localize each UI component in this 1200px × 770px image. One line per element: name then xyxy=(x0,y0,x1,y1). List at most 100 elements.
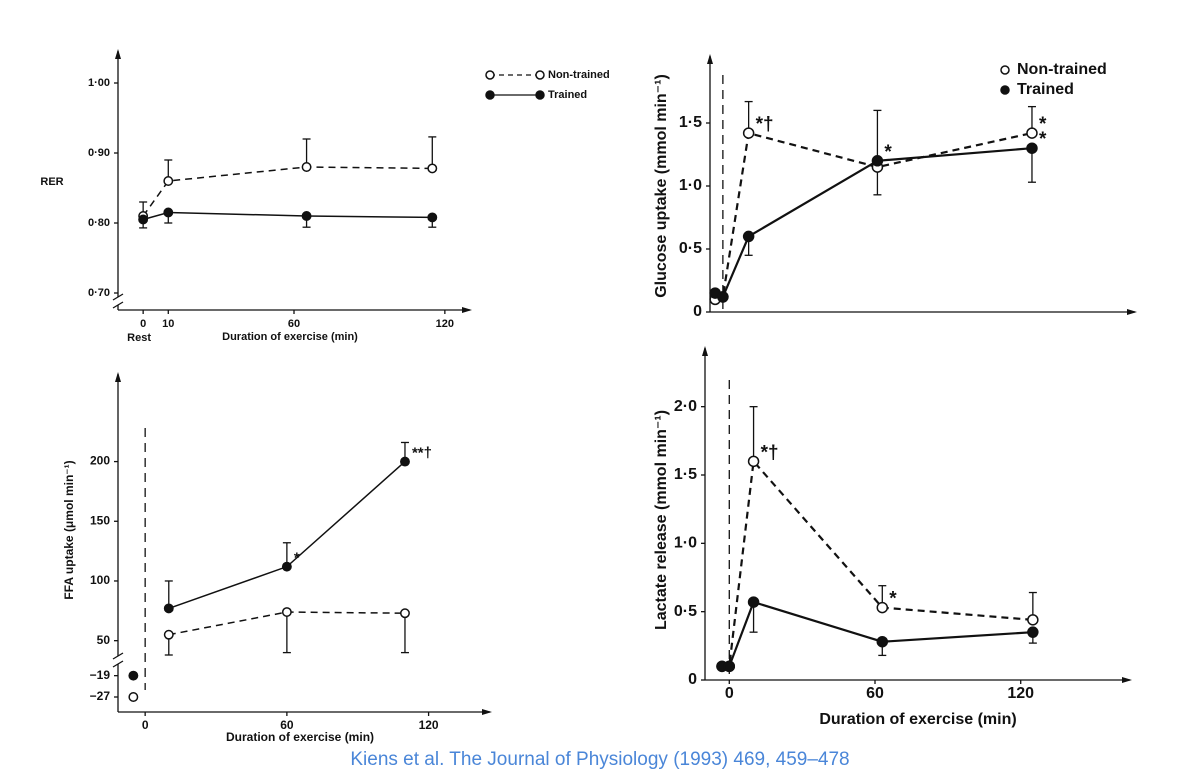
x-tick-label: 0 xyxy=(142,718,149,732)
y-axis-label: RER xyxy=(40,176,63,188)
y-tick-label: 1·5 xyxy=(679,114,702,131)
data-point xyxy=(301,211,312,221)
annotation: * xyxy=(1039,129,1047,150)
legend-marker xyxy=(535,70,545,80)
legend-marker xyxy=(1000,65,1010,75)
data-point xyxy=(138,214,149,225)
annotation: * xyxy=(884,142,892,163)
series-line xyxy=(142,211,433,221)
legend-marker xyxy=(535,90,545,100)
y-tick-label: 0 xyxy=(693,303,702,320)
data-point xyxy=(400,608,410,619)
panel: 50 100 150 200 −19 −27 0 60 120 Duration of exerc… xyxy=(62,372,492,744)
y-tick-label: 0·90 xyxy=(88,147,110,159)
data-point xyxy=(163,176,174,186)
x-tick-label: 60 xyxy=(288,318,300,330)
annotation: *† xyxy=(761,442,779,463)
data-point xyxy=(723,660,736,673)
y-tick-label: 0 xyxy=(688,671,697,688)
legend-label: Trained xyxy=(1017,81,1074,98)
y-tick-label: 1·5 xyxy=(674,466,697,483)
data-point xyxy=(427,212,438,223)
y-axis-label: FFA uptake (μmol min⁻¹) xyxy=(62,460,76,599)
data-point xyxy=(717,291,729,303)
x-axis-label: Duration of exercise (min) xyxy=(222,331,358,343)
data-point xyxy=(742,127,755,139)
data-point xyxy=(281,561,292,572)
y-tick-label: −19 xyxy=(90,668,111,682)
data-point xyxy=(301,162,312,172)
y-tick-label: 150 xyxy=(90,513,110,527)
data-point xyxy=(163,629,174,640)
series-line xyxy=(142,166,433,217)
annotation: * xyxy=(889,589,897,610)
legend-label: Trained xyxy=(548,89,587,101)
legend-label: Non-trained xyxy=(548,69,610,81)
x-axis-label: Duration of exercise (min) xyxy=(226,730,374,744)
annotation: * xyxy=(294,550,300,567)
x-tick-label: 60 xyxy=(866,685,884,702)
x-tick-label: 120 xyxy=(419,718,439,732)
data-point xyxy=(163,603,174,614)
data-point xyxy=(128,692,139,702)
data-point xyxy=(742,230,755,243)
data-point xyxy=(1027,614,1039,626)
annotation: *† xyxy=(756,114,774,135)
data-point xyxy=(128,670,139,681)
x-tick-label: 10 xyxy=(162,318,174,330)
axis-break xyxy=(112,652,124,660)
data-point xyxy=(400,456,410,467)
panel: 0·70 0·80 0·90 1·00 0 10 60 120 Rest Duration of … xyxy=(40,49,610,344)
y-tick-label: 1·0 xyxy=(679,177,702,194)
y-tick-label: 1·00 xyxy=(88,77,110,89)
x-axis-label: Duration of exercise (min) xyxy=(819,711,1016,728)
y-tick-label: 0·70 xyxy=(88,287,110,299)
data-point xyxy=(871,155,884,167)
annotation: **† xyxy=(412,445,432,462)
data-point xyxy=(1026,127,1038,139)
y-axis-label: Lactate release (mmol min⁻¹) xyxy=(653,410,670,630)
y-tick-label: 2·0 xyxy=(674,398,697,415)
x-axis-arrow xyxy=(462,307,472,313)
x-axis-arrow xyxy=(1127,309,1137,315)
series-line xyxy=(722,600,1033,668)
x-tick-label: 0 xyxy=(140,318,146,330)
x-tick-label: 120 xyxy=(1007,685,1034,702)
data-point xyxy=(1027,626,1039,638)
annotation: * xyxy=(1039,114,1047,135)
y-axis-label: Glucose uptake (mmol min⁻¹) xyxy=(653,74,670,298)
axis-break xyxy=(112,293,124,301)
data-point xyxy=(747,596,760,608)
data-point xyxy=(876,635,889,648)
y-tick-label: 200 xyxy=(90,454,110,468)
y-tick-label: −27 xyxy=(90,689,111,703)
x-axis-arrow xyxy=(1122,677,1132,683)
data-point xyxy=(427,163,438,174)
axis-break xyxy=(112,660,124,668)
x-sublabel: Rest xyxy=(127,332,151,344)
y-tick-label: 0·5 xyxy=(679,240,702,257)
legend-marker xyxy=(1000,85,1010,95)
y-tick-label: 0·5 xyxy=(674,603,697,620)
data-point xyxy=(281,607,292,617)
y-tick-label: 100 xyxy=(90,573,110,587)
y-axis-arrow xyxy=(115,49,121,59)
axis-break xyxy=(112,301,124,309)
data-point xyxy=(1026,142,1038,154)
x-tick-label: 120 xyxy=(436,318,454,330)
x-tick-label: 60 xyxy=(280,718,294,732)
data-point xyxy=(747,455,760,468)
panel: 0 0·5 1·0 1·5 Glucose uptake (mmol min⁻¹) *† *… xyxy=(653,54,1137,320)
y-tick-label: 1·0 xyxy=(674,535,697,552)
y-tick-label: 0·80 xyxy=(88,217,110,229)
y-axis-arrow xyxy=(115,372,121,382)
legend-marker xyxy=(485,70,495,80)
y-axis-arrow xyxy=(702,346,708,356)
y-axis-arrow xyxy=(707,54,713,64)
x-axis-arrow xyxy=(482,709,492,715)
panel: 0 0·5 1·0 1·5 2·0 0 60 120 Duration of exercise … xyxy=(653,346,1132,728)
legend-marker xyxy=(485,90,495,100)
data-point xyxy=(163,207,174,218)
